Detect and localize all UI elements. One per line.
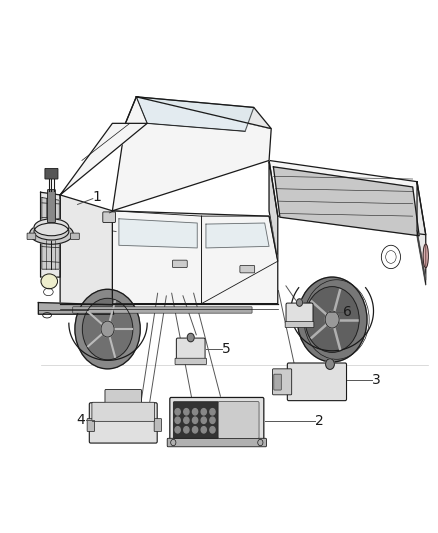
FancyBboxPatch shape [89,403,157,443]
Circle shape [192,426,198,433]
Circle shape [305,287,359,352]
Circle shape [192,417,198,423]
FancyBboxPatch shape [173,260,187,268]
Polygon shape [42,198,59,269]
Circle shape [325,359,334,369]
Polygon shape [41,192,60,277]
FancyBboxPatch shape [87,419,95,431]
Polygon shape [60,195,113,304]
Polygon shape [417,231,426,285]
Polygon shape [269,160,426,235]
FancyBboxPatch shape [240,265,254,273]
Circle shape [325,311,339,328]
FancyBboxPatch shape [173,402,219,438]
Text: 1: 1 [93,190,102,204]
FancyBboxPatch shape [285,321,314,327]
Circle shape [201,409,206,415]
Circle shape [187,333,194,342]
Text: 2: 2 [315,414,324,429]
FancyBboxPatch shape [71,233,79,239]
Circle shape [297,277,367,362]
Polygon shape [417,182,426,280]
Polygon shape [273,167,419,236]
Polygon shape [113,211,278,304]
Circle shape [210,417,215,423]
Text: 4: 4 [76,413,85,427]
Circle shape [201,417,206,423]
FancyBboxPatch shape [177,338,205,362]
FancyBboxPatch shape [274,374,281,390]
Ellipse shape [41,274,57,289]
Ellipse shape [423,244,428,268]
Circle shape [210,426,215,433]
Circle shape [101,321,114,337]
Ellipse shape [34,219,69,236]
FancyBboxPatch shape [218,402,259,438]
FancyBboxPatch shape [286,303,313,325]
Circle shape [192,409,198,415]
Circle shape [82,298,133,360]
FancyBboxPatch shape [103,212,116,222]
FancyBboxPatch shape [175,358,206,365]
Circle shape [184,409,189,415]
FancyBboxPatch shape [45,168,58,179]
Text: 5: 5 [222,342,231,356]
Circle shape [175,409,180,415]
Polygon shape [113,97,271,211]
Polygon shape [60,123,147,195]
FancyBboxPatch shape [167,438,266,447]
Circle shape [297,299,303,306]
Ellipse shape [30,223,73,244]
Circle shape [175,417,180,423]
FancyBboxPatch shape [272,369,292,395]
FancyBboxPatch shape [27,233,36,239]
Circle shape [75,289,140,369]
Circle shape [175,426,180,433]
Text: 3: 3 [372,374,381,387]
FancyBboxPatch shape [154,419,162,431]
Polygon shape [136,97,254,131]
Polygon shape [206,223,269,248]
Circle shape [184,417,189,423]
Circle shape [201,426,206,433]
Polygon shape [136,97,271,128]
FancyBboxPatch shape [92,402,155,421]
Ellipse shape [34,223,69,240]
FancyBboxPatch shape [105,390,141,407]
Circle shape [184,426,189,433]
FancyBboxPatch shape [73,307,252,313]
Text: 6: 6 [343,304,352,319]
Polygon shape [119,219,197,248]
FancyBboxPatch shape [170,398,264,443]
FancyBboxPatch shape [47,190,55,222]
Circle shape [210,409,215,415]
Polygon shape [39,303,114,314]
Polygon shape [269,160,278,261]
FancyBboxPatch shape [287,363,346,401]
